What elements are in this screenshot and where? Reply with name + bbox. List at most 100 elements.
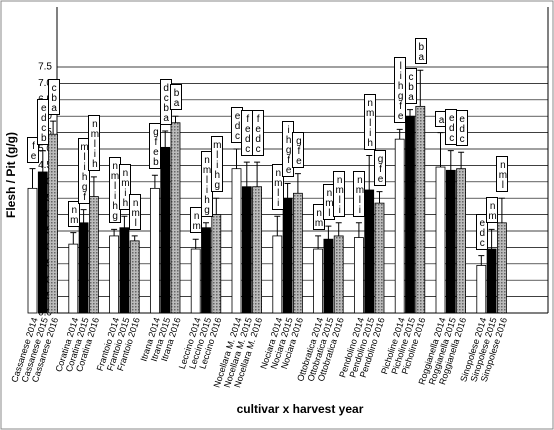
bar: [394, 138, 405, 314]
bar: [353, 237, 364, 314]
bar: [160, 146, 171, 314]
significance-letters: cba: [404, 67, 417, 104]
bar: [405, 115, 415, 314]
significance-letters: nmih: [118, 164, 131, 211]
error-bar: [233, 148, 240, 169]
bar: [476, 265, 487, 314]
bar: [119, 227, 130, 314]
error-bar: [366, 155, 373, 190]
bar: [323, 238, 334, 314]
significance-letters: edcb: [37, 98, 50, 145]
y-axis-title: Flesh / Pit (g/g): [4, 132, 18, 218]
error-bar: [458, 151, 465, 169]
error-bar: [50, 120, 57, 135]
significance-letters: edc: [455, 110, 468, 147]
error-bar: [407, 109, 413, 117]
significance-letters: gfe: [292, 131, 305, 168]
bar: [496, 222, 507, 314]
bar: [486, 248, 497, 314]
significance-letters: nmli: [271, 164, 284, 211]
bar: [415, 105, 426, 314]
significance-letters: gfeb: [149, 123, 162, 170]
significance-letters: ba: [170, 84, 182, 111]
error-bar: [447, 150, 454, 171]
bar: [27, 187, 38, 314]
error-bar: [437, 132, 444, 168]
error-bar: [376, 191, 383, 204]
error-bar: [355, 222, 362, 238]
bar: [149, 187, 160, 314]
y-tick-label: 4.5: [38, 160, 52, 171]
bar: [170, 122, 181, 314]
error-bar: [111, 228, 118, 236]
error-bar: [498, 197, 505, 223]
bar: [282, 197, 293, 314]
x-axis-title: cultivar x harvest year: [237, 402, 364, 416]
error-bar: [29, 168, 36, 189]
significance-letters: nm: [190, 207, 203, 234]
error-bar: [254, 161, 261, 187]
error-bar: [274, 215, 281, 236]
bar: [190, 248, 201, 314]
error-bar: [325, 225, 332, 240]
error-bar: [315, 235, 322, 250]
error-bar: [80, 209, 87, 223]
bar: [272, 235, 283, 314]
error-bar: [488, 228, 495, 250]
error-bar: [243, 161, 250, 187]
bar: [68, 243, 79, 314]
error-bar: [162, 130, 169, 148]
error-bar: [90, 176, 97, 197]
bar: [78, 222, 89, 314]
significance-letters: nmlih: [363, 93, 376, 150]
bar: [435, 166, 446, 314]
error-bar: [39, 150, 46, 172]
bar: [292, 192, 303, 314]
significance-letters: nmlihg: [108, 157, 121, 224]
error-bar: [478, 255, 485, 266]
significance-letters: cba: [47, 79, 60, 116]
bar: [252, 186, 263, 314]
bar: [201, 227, 211, 314]
bar: [333, 235, 344, 314]
significance-letters: edc: [475, 213, 488, 250]
error-bar: [396, 128, 403, 140]
significance-letters: gfe: [374, 149, 386, 186]
significance-letters: nmli: [353, 170, 366, 217]
bar: [109, 235, 119, 314]
error-bar: [121, 215, 128, 228]
bar: [445, 169, 456, 314]
significance-letters: mlihg: [210, 136, 223, 193]
bar: [129, 240, 140, 314]
error-bar: [213, 197, 220, 215]
significance-letters: nmli: [333, 170, 346, 217]
bar: [48, 133, 58, 314]
bar: [37, 171, 48, 314]
error-bar: [151, 174, 158, 189]
error-bar: [417, 69, 424, 107]
bar: [364, 189, 375, 314]
error-bar: [131, 235, 138, 241]
bar: [374, 202, 385, 314]
significance-letters: nm: [67, 200, 80, 227]
error-bar: [172, 115, 179, 123]
significance-letters: nmlih: [88, 114, 101, 171]
significance-letters: ba: [414, 38, 427, 65]
y-tick-label: 7.5: [38, 62, 52, 73]
significance-letters: nm: [486, 197, 499, 224]
significance-letters: fe: [27, 136, 39, 163]
error-bar: [203, 222, 209, 228]
error-bar: [335, 222, 342, 236]
error-bar: [192, 238, 199, 250]
error-bar: [284, 182, 291, 199]
significance-letters: fedc: [251, 110, 264, 157]
bar: [241, 186, 252, 314]
bar: [89, 196, 99, 314]
bar: [211, 214, 222, 314]
bar: [313, 248, 324, 314]
y-tick-label: 7.0: [38, 78, 52, 89]
error-bar: [70, 232, 77, 245]
